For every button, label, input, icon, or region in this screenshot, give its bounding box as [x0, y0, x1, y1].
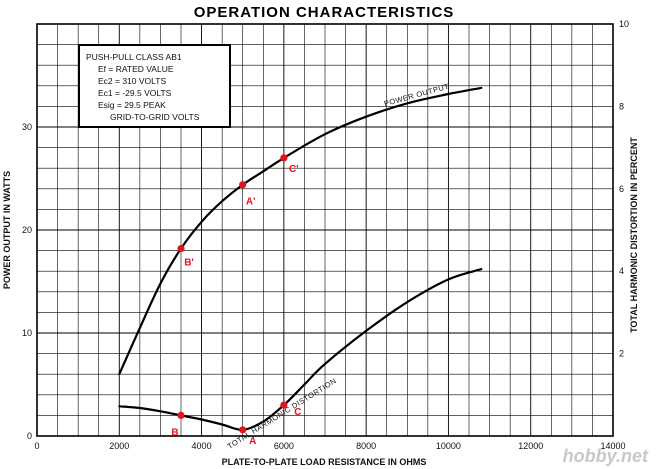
marked-points: A B C A' B' C' [171, 154, 301, 447]
point-marker-a-prime [239, 181, 247, 189]
y-axis-title: POWER OUTPUT IN WATTS [2, 171, 12, 289]
y2-tick-label: 2 [619, 349, 624, 359]
x-tick-label: 8000 [356, 441, 376, 451]
y2-tick-label: 8 [619, 101, 624, 111]
point-marker-c [280, 401, 288, 409]
y2-tick-label: 10 [619, 19, 629, 29]
plot-frame [36, 23, 614, 437]
x-axis-title: PLATE-TO-PLATE LOAD RESISTANCE IN OHMS [222, 457, 427, 467]
point-label-a-prime: A' [246, 197, 256, 208]
y2-tick-label: 6 [619, 184, 624, 194]
y2-axis-title: TOTAL HARMONIC DISTORTION IN PERCENT [629, 137, 639, 333]
y-tick-label: 0 [27, 431, 32, 441]
legend-line-4: Ec1 = -29.5 VOLTS [98, 88, 172, 98]
x-tick-label: 10000 [436, 441, 461, 451]
point-label-a: A [249, 436, 256, 447]
y-tick-label: 30 [22, 122, 32, 132]
legend-line-6: GRID-TO-GRID VOLTS [110, 112, 200, 122]
legend-frame [78, 44, 231, 128]
point-label-c-prime: C' [289, 164, 299, 175]
x-tick-label: 14000 [600, 441, 625, 451]
watermark: hobby.net [563, 446, 649, 466]
point-marker-a [239, 426, 247, 434]
point-marker-b [177, 411, 185, 419]
legend-line-5: Esig = 29.5 PEAK [98, 100, 166, 110]
chart-title: OPERATION CHARACTERISTICS [194, 4, 455, 21]
legend-line-2: Ef = RATED VALUE [98, 64, 174, 74]
legend-line-1: PUSH-PULL CLASS AB1 [86, 52, 182, 62]
axis-ticks: 0 2000 4000 6000 8000 10000 12000 14000 0 10 20 30 2… [22, 19, 629, 451]
legend-line-3: Ec2 = 310 VOLTS [98, 76, 166, 86]
power-output-curve [118, 86, 483, 376]
point-label-c: C [294, 407, 301, 418]
x-tick-label: 4000 [192, 441, 212, 451]
point-label-b-prime: B' [184, 258, 194, 269]
y2-tick-label: 4 [619, 266, 624, 276]
point-marker-c-prime [280, 154, 288, 162]
conditions-legend: PUSH-PULL CLASS AB1 Ef = RATED VALUE Ec2… [78, 44, 231, 128]
point-label-b: B [171, 427, 178, 438]
x-tick-label: 0 [34, 441, 39, 451]
y-tick-label: 20 [22, 225, 32, 235]
point-marker-b-prime [177, 244, 185, 253]
x-tick-label: 12000 [518, 441, 543, 451]
x-tick-label: 6000 [274, 441, 294, 451]
x-tick-label: 2000 [109, 441, 129, 451]
y-tick-label: 10 [22, 328, 32, 338]
harmonic-distortion-curve [118, 268, 483, 431]
